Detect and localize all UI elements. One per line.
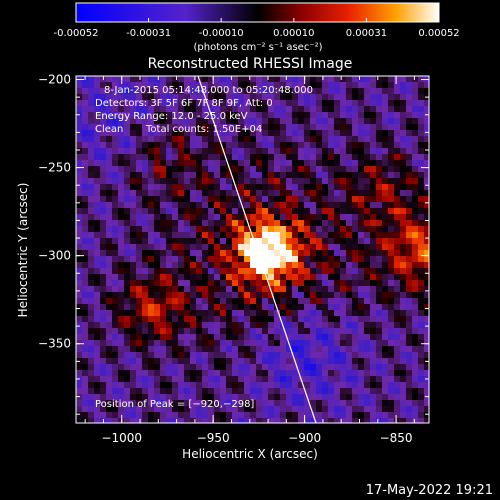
x-tick-label: −950 [197, 431, 230, 445]
colorbar-tick-label: -0.00052 [54, 28, 99, 39]
x-tick-label: −900 [288, 431, 321, 445]
solar-limb-line [197, 75, 317, 424]
annotation-clean: Clean [95, 124, 123, 135]
annotation-energy: Energy Range: 12.0 - 25.0 keV [95, 111, 248, 122]
annotation-detectors: Detectors: 3F 5F 6F 7F 8F 9F, Att: 0 [95, 98, 273, 109]
annotation-peak: Position of Peak = [−920,−298] [95, 399, 254, 410]
heatmap-image [76, 76, 429, 423]
axis-ticks: −1000 −950 −900 −850 −200 −250 −300 −350 [38, 73, 429, 445]
annotation-time-range: 8-Jan-2015 05:14:48.000 to 05:20:48.000 [104, 85, 313, 96]
colorbar-tick-label: 0.00052 [418, 28, 459, 39]
colorbar-ticks: -0.00052 -0.00031 -0.00010 0.00010 0.00031 0.… [54, 18, 460, 39]
plot-frame [75, 75, 430, 424]
y-tick-label: −250 [38, 161, 71, 175]
colorbar-tick-label: 0.00031 [346, 28, 387, 39]
colorbar-tick-label: 0.00010 [273, 28, 314, 39]
x-axis-label: Heliocentric X (arcsec) [182, 447, 318, 461]
y-axis-label: Heliocentric Y (arcsec) [16, 183, 30, 318]
footer-timestamp: 17-May-2022 19:21 [366, 483, 493, 498]
x-tick-label: −1000 [101, 431, 142, 445]
annotation-counts: Total counts: 1.50E+04 [145, 124, 262, 135]
chart-title: Reconstructed RHESSI Image [148, 56, 353, 72]
colorbar-unit-label: (photons cm⁻² s⁻¹ asec⁻²) [193, 42, 322, 53]
colorbar [75, 2, 440, 23]
x-tick-label: −850 [380, 431, 413, 445]
y-tick-label: −200 [38, 73, 71, 87]
y-tick-label: −350 [38, 337, 71, 351]
colorbar-tick-label: -0.00010 [199, 28, 244, 39]
colorbar-tick-label: -0.00031 [126, 28, 171, 39]
y-tick-label: −300 [38, 249, 71, 263]
